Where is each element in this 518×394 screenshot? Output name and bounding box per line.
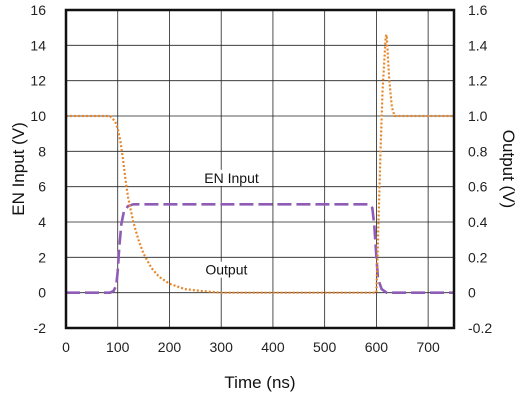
annotation-backing [203, 261, 250, 278]
y-right-tick-label: 0.2 [468, 249, 488, 265]
plot-frame [64, 8, 456, 330]
tick-labels: 0 100 200 300 400 500 600 700 -2 0 2 4 6 8 10 12 14 16 -0.… [30, 2, 492, 355]
series-layer [66, 33, 454, 294]
y-right-tick-label: 0.4 [468, 214, 488, 230]
y-right-tick-label: 1.0 [468, 108, 488, 124]
x-tick-label: 500 [313, 339, 337, 355]
series-line-en-input [66, 203, 454, 294]
y-right-tick-label: 1.4 [468, 37, 488, 53]
y-right-tick-label: 0.8 [468, 143, 488, 159]
annotation-label: Output [205, 262, 247, 278]
y-right-tick-label: -0.2 [468, 320, 492, 336]
y-left-tick-label: 4 [38, 214, 46, 230]
y-left-tick-label: 6 [38, 179, 46, 195]
x-tick-label: 300 [210, 339, 234, 355]
x-tick-label: 100 [106, 339, 130, 355]
y-left-tick-label: 2 [38, 249, 46, 265]
y-left-tick-label: -2 [34, 320, 47, 336]
x-tick-label: 400 [261, 339, 285, 355]
y-right-tick-label: 0.6 [468, 179, 488, 195]
y-axis-right-label: Output (V) [499, 130, 518, 208]
y-right-tick-label: 1.2 [468, 73, 488, 89]
y-left-tick-label: 8 [38, 143, 46, 159]
y-right-tick-label: 0 [468, 285, 476, 301]
x-axis-label: Time (ns) [224, 373, 295, 392]
y-left-tick-label: 10 [30, 108, 46, 124]
y-left-tick-label: 14 [30, 37, 46, 53]
series-line-output [66, 33, 454, 294]
annotation-backing [202, 169, 261, 186]
y-right-tick-label: 1.6 [468, 2, 488, 18]
annotations: EN Input Output [202, 169, 261, 278]
x-tick-label: 600 [365, 339, 389, 355]
y-axis-left-label: EN Input (V) [9, 122, 28, 216]
annotation-label: EN Input [204, 170, 259, 186]
y-left-tick-label: 12 [30, 73, 46, 89]
y-left-tick-label: 16 [30, 2, 46, 18]
x-tick-label: 0 [62, 339, 70, 355]
x-tick-label: 700 [416, 339, 440, 355]
x-tick-label: 200 [158, 339, 182, 355]
y-left-tick-label: 0 [38, 285, 46, 301]
